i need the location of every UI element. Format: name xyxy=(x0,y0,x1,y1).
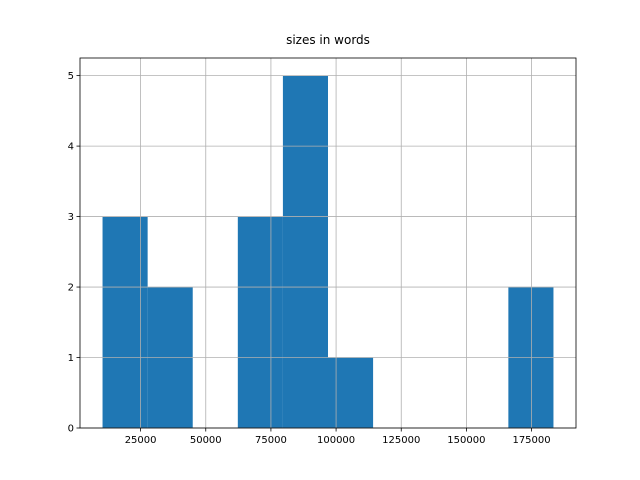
x-tick-label: 25000 xyxy=(125,435,157,446)
axes-frame xyxy=(79,57,577,429)
bar xyxy=(328,357,374,428)
bar xyxy=(102,216,148,428)
y-tick-label: 2 xyxy=(68,283,74,294)
x-tick-label: 100000 xyxy=(317,435,355,446)
chart-title: sizes in words xyxy=(286,33,370,47)
x-tick-label: 75000 xyxy=(255,435,287,446)
x-tick-label: 175000 xyxy=(512,435,550,446)
y-tick-label: 0 xyxy=(68,424,74,435)
bar xyxy=(282,75,328,428)
bar xyxy=(237,216,283,428)
x-tick-label: 50000 xyxy=(190,435,222,446)
x-tick-label: 150000 xyxy=(447,435,485,446)
y-tick-label: 3 xyxy=(68,212,74,223)
y-tick-label: 1 xyxy=(68,353,74,364)
y-tick-label: 5 xyxy=(68,71,74,82)
x-tick-label: 125000 xyxy=(382,435,420,446)
y-tick-label: 4 xyxy=(68,142,74,153)
